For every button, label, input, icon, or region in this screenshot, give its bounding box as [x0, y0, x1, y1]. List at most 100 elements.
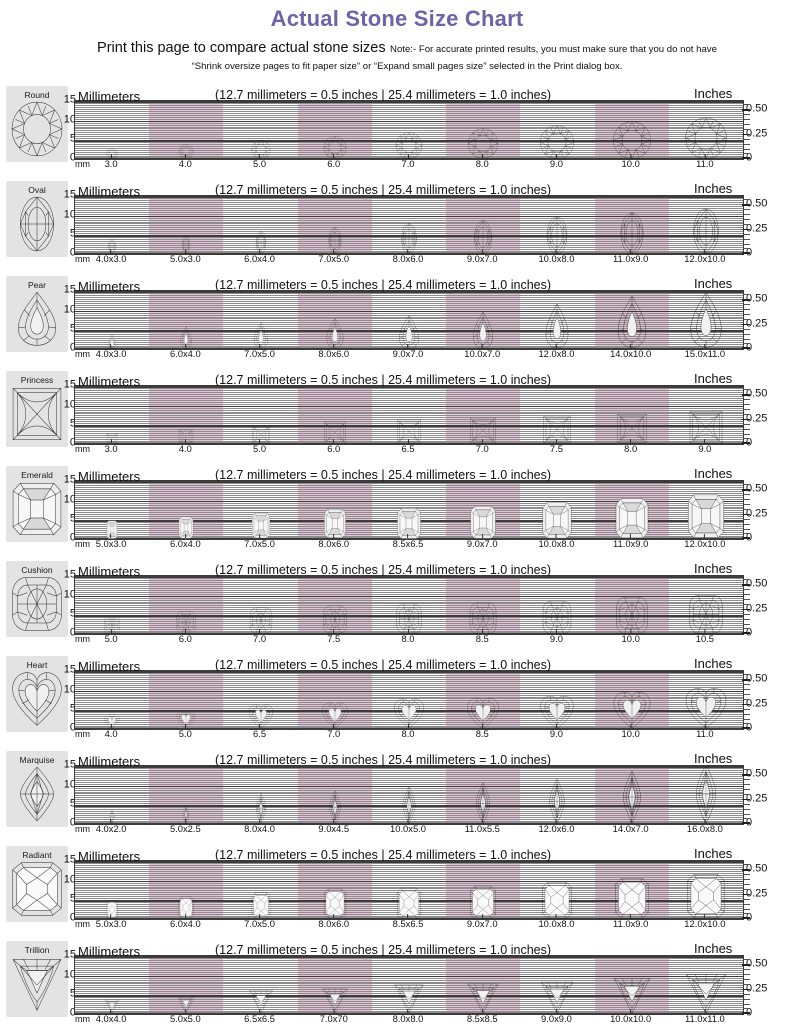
inches-tick [744, 979, 750, 980]
stone-trillion-8.0x8.0[interactable] [394, 983, 425, 1014]
stone-trillion-7.0x70[interactable] [321, 987, 348, 1014]
stone-heart-5.0[interactable] [177, 710, 196, 729]
stone-cushion-7.0[interactable] [249, 607, 272, 634]
stone-oval-11.0x9.0[interactable] [614, 212, 649, 255]
stone-emerald-6.0x4.0[interactable] [179, 516, 194, 539]
stone-trillion-5.0x5.0[interactable] [177, 995, 196, 1014]
stone-emerald-11.0x9.0[interactable] [614, 497, 649, 540]
stone-emerald-8.0x6.0[interactable] [323, 508, 346, 539]
stone-marquise-16.0x8.0[interactable] [690, 765, 721, 824]
stone-pear-10.0x7.0[interactable] [470, 311, 497, 350]
stone-pear-7.0x5.0[interactable] [251, 322, 270, 349]
stone-cushion-8.0[interactable] [396, 603, 422, 634]
stone-princess-6.5[interactable] [396, 419, 421, 444]
stone-princess-7.0[interactable] [470, 417, 497, 444]
inches-tick [744, 604, 750, 605]
conversion-note: (12.7 millimeters = 0.5 inches | 25.4 mi… [215, 753, 551, 767]
stone-oval-8.0x6.0[interactable] [397, 223, 420, 254]
stone-radiant-8.0x6.0[interactable] [323, 888, 346, 919]
stone-round-9.0[interactable] [540, 125, 575, 160]
x-tick-label: 7.0x70 [320, 1013, 348, 1024]
stone-heart-4.0[interactable] [104, 714, 119, 729]
stone-marquise-10.0x5.0[interactable] [399, 786, 418, 825]
stone-cushion-10.0[interactable] [615, 596, 648, 635]
stone-round-8.0[interactable] [468, 128, 499, 159]
stone-princess-5.0[interactable] [251, 425, 270, 444]
stone-emerald-9.0x7.0[interactable] [470, 505, 497, 540]
stone-cushion-10.5[interactable] [688, 594, 723, 635]
stone-heart-9.0[interactable] [540, 695, 575, 730]
stone-trillion-11.0x11.0[interactable] [685, 972, 728, 1015]
stone-cushion-8.5[interactable] [469, 602, 497, 635]
stone-round-7.0[interactable] [395, 132, 422, 159]
stone-cushion-6.0[interactable] [176, 611, 196, 634]
stone-heart-8.0[interactable] [394, 698, 425, 729]
stone-round-10.0[interactable] [612, 121, 651, 160]
stone-marquise-9.0x4.5[interactable] [326, 790, 343, 825]
stone-pear-4.0x3.0[interactable] [106, 334, 118, 349]
stone-marquise-11.0x5.5[interactable] [473, 782, 494, 825]
stone-cushion-7.5[interactable] [322, 605, 347, 634]
stone-heart-7.0[interactable] [321, 702, 348, 729]
stone-princess-8.0[interactable] [616, 413, 647, 444]
stone-pear-14.0x10.0[interactable] [612, 295, 651, 349]
inches-tick [744, 224, 750, 225]
stone-radiant-6.0x4.0[interactable] [179, 896, 194, 919]
stone-trillion-9.0x9.0[interactable] [540, 980, 575, 1015]
stone-trillion-4.0x4.0[interactable] [104, 999, 119, 1014]
stone-emerald-8.5x6.5[interactable] [396, 507, 421, 540]
stone-radiant-9.0x7.0[interactable] [470, 885, 497, 920]
stone-trillion-6.5x6.5[interactable] [248, 989, 273, 1014]
stone-heart-6.5[interactable] [248, 704, 273, 729]
stone-pear-6.0x4.0[interactable] [179, 326, 194, 349]
stone-oval-10.0x8.0[interactable] [542, 216, 573, 255]
stone-emerald-7.0x5.0[interactable] [251, 512, 270, 539]
stone-pear-15.0x11.0[interactable] [685, 291, 728, 349]
stone-emerald-10.0x8.0[interactable] [542, 501, 573, 540]
stone-heart-11.0[interactable] [685, 687, 728, 730]
stone-heart-10.0[interactable] [612, 691, 651, 730]
stone-radiant-5.0x3.0[interactable] [106, 900, 118, 919]
stone-marquise-8.0x4.0[interactable] [253, 793, 268, 824]
inches-tick [744, 684, 750, 685]
stone-oval-12.0x10.0[interactable] [687, 208, 726, 254]
stone-round-11.0[interactable] [685, 117, 728, 160]
stone-oval-9.0x7.0[interactable] [470, 220, 497, 255]
stone-princess-4.0[interactable] [179, 429, 194, 444]
stone-oval-5.0x3.0[interactable] [181, 235, 193, 254]
stone-emerald-12.0x10.0[interactable] [687, 493, 726, 539]
stone-pear-8.0x6.0[interactable] [323, 318, 346, 349]
stone-round-4.0[interactable] [179, 144, 194, 159]
stone-pear-9.0x7.0[interactable] [395, 315, 422, 350]
stone-marquise-12.0x6.0[interactable] [546, 778, 569, 824]
stone-pear-12.0x8.0[interactable] [542, 303, 573, 349]
stone-trillion-8.5x8.5[interactable] [467, 982, 500, 1015]
x-tick-mark [185, 724, 186, 728]
stone-round-6.0[interactable] [323, 136, 346, 159]
stone-radiant-10.0x8.0[interactable] [542, 881, 573, 920]
stone-oval-4.0x3.0[interactable] [106, 239, 118, 254]
stone-marquise-5.0x2.5[interactable] [182, 805, 192, 824]
stone-princess-6.0[interactable] [323, 421, 346, 444]
inches-tick [742, 134, 750, 135]
stone-radiant-11.0x9.0[interactable] [614, 877, 649, 920]
stone-radiant-12.0x10.0[interactable] [687, 873, 726, 919]
stone-cushion-5.0[interactable] [104, 615, 120, 634]
inches-tick-marks [742, 385, 750, 443]
stone-emerald-5.0x3.0[interactable] [106, 520, 118, 539]
stone-oval-7.0x5.0[interactable] [325, 227, 344, 254]
x-tick-mark [482, 439, 483, 443]
stone-princess-9.0[interactable] [688, 410, 723, 445]
stone-round-5.0[interactable] [251, 140, 270, 159]
stone-radiant-8.5x6.5[interactable] [396, 887, 421, 920]
stone-marquise-4.0x2.0[interactable] [108, 809, 116, 824]
stone-princess-7.5[interactable] [543, 415, 572, 444]
stone-radiant-7.0x5.0[interactable] [251, 892, 270, 919]
stone-marquise-14.0x7.0[interactable] [618, 770, 645, 824]
stone-trillion-10.0x10.0[interactable] [612, 976, 651, 1015]
stone-heart-8.5[interactable] [467, 697, 500, 730]
stone-cushion-9.0[interactable] [543, 600, 573, 635]
stone-oval-6.0x4.0[interactable] [253, 231, 268, 254]
